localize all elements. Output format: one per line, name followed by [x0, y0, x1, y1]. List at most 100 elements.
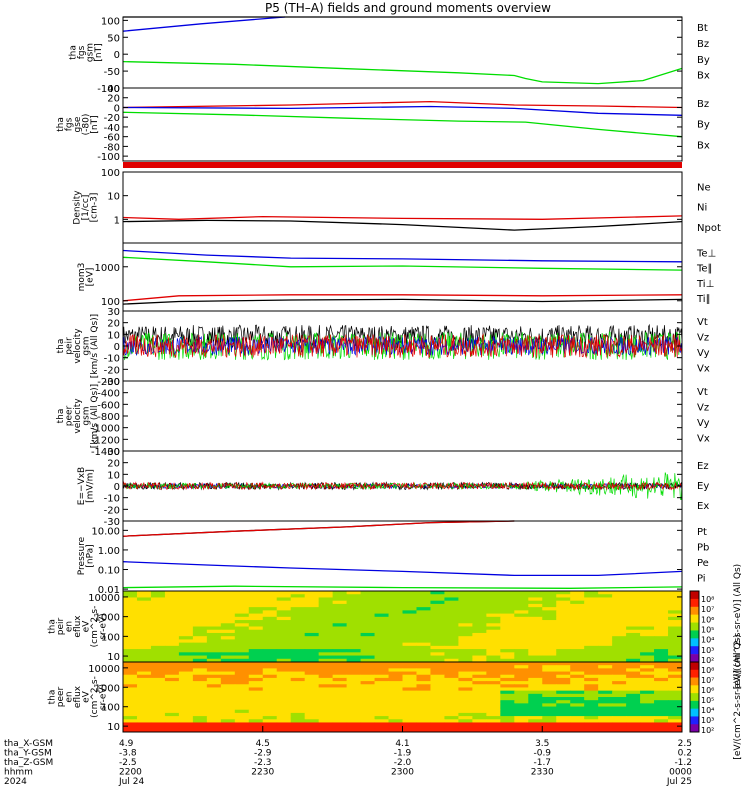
spectrogram-cell	[123, 600, 138, 605]
spectrogram-cell	[612, 700, 627, 704]
spectrogram-cell	[262, 674, 278, 679]
spectrogram-cell	[486, 665, 501, 669]
spectrogram-cell	[318, 703, 334, 708]
spectrogram-cell	[248, 709, 264, 714]
spectrogram-cell	[598, 697, 613, 701]
spectrogram-cell	[332, 712, 348, 717]
spectrogram-cell	[248, 703, 264, 708]
spectrogram-cell	[192, 690, 208, 695]
spectrogram-cell	[472, 639, 487, 644]
spectrogram-cell	[514, 655, 529, 660]
spectrogram-cell	[472, 687, 487, 692]
spectrogram-cell	[123, 665, 138, 669]
spectrogram-cell	[318, 600, 334, 605]
spectrogram-cell	[668, 674, 683, 679]
spectrogram-cell	[374, 709, 390, 714]
spectrogram-cell	[612, 706, 627, 711]
spectrogram-cell	[276, 709, 292, 714]
spectrogram-cell	[430, 594, 445, 598]
spectrogram-cell	[500, 652, 515, 657]
spectrogram-cell	[234, 629, 250, 634]
spectrogram-cell	[192, 613, 208, 618]
spectrogram-cell	[458, 658, 473, 663]
spectrogram-cell	[332, 658, 348, 663]
spectrogram-cell	[220, 597, 236, 602]
spectrogram-cell	[500, 712, 515, 717]
spectrogram-cell	[654, 697, 669, 701]
spectrogram-cell	[136, 725, 152, 730]
colorbar-segment	[690, 646, 699, 655]
spectrogram-cell	[416, 623, 431, 627]
spectrogram-cell	[206, 697, 222, 701]
spectrogram-cell	[416, 700, 431, 704]
spectrogram-cell	[444, 712, 459, 717]
spectrogram-cell	[402, 626, 417, 631]
spectrogram-cell	[640, 697, 655, 701]
spectrogram-cell	[220, 629, 236, 634]
spectrogram-cell	[514, 725, 529, 730]
spectrogram-cell	[123, 709, 138, 714]
spectrogram-cell	[528, 597, 543, 602]
spectrogram-cell	[318, 665, 334, 669]
spectrogram-cell	[248, 677, 264, 682]
spectrogram-cell	[123, 594, 138, 598]
spectrogram-cell	[388, 603, 403, 608]
spectrogram-cell	[360, 632, 376, 637]
spectrogram-cell	[528, 709, 543, 714]
spectrogram-cell	[374, 652, 390, 657]
spectrogram-cell	[430, 636, 445, 640]
spectrogram-cell	[416, 652, 431, 657]
spectrogram-cell	[528, 677, 543, 682]
spectrogram-cell	[234, 591, 250, 595]
spectrogram-cell	[472, 616, 487, 621]
time-axis-value: -2.0	[394, 758, 412, 768]
colorbar-tick-label: 10²	[701, 726, 714, 735]
spectrogram-cell	[556, 728, 571, 733]
legend-Pi: Pi	[697, 574, 706, 585]
spectrogram-cell	[584, 687, 599, 692]
spectrogram-cell	[206, 642, 222, 647]
spectrogram-cell	[304, 690, 320, 695]
spectrogram-cell	[486, 674, 501, 679]
y-axis-label: Pressure	[77, 536, 87, 575]
spectrogram-cell	[262, 620, 278, 624]
spectrogram-cell	[136, 616, 152, 621]
spectrogram-cell	[598, 728, 613, 733]
spectrogram-cell	[192, 728, 208, 733]
y-tick-label: -1400	[91, 447, 120, 458]
spectrogram-cell	[472, 674, 487, 679]
spectrogram-cell	[472, 594, 487, 598]
spectrogram-cell	[374, 629, 390, 634]
y-axis-label: [nT]	[90, 115, 100, 133]
spectrogram-cell	[402, 613, 417, 618]
spectrogram-cell	[248, 700, 264, 704]
spectrogram-cell	[458, 668, 473, 673]
spectrogram-cell	[136, 722, 152, 727]
spectrogram-cell	[528, 600, 543, 605]
spectrogram-cell	[402, 725, 417, 730]
y-tick-label: 40	[107, 84, 120, 95]
spectrogram-cell	[346, 687, 362, 692]
spectrogram-cell	[570, 610, 585, 615]
y-tick-label: 1000	[95, 613, 120, 624]
spectrogram-cell	[136, 674, 152, 679]
spectrogram-cell	[458, 693, 473, 698]
spectrogram-cell	[430, 665, 445, 669]
spectrogram-cell	[640, 716, 655, 720]
spectrogram-cell	[150, 591, 166, 595]
spectrogram-cell	[416, 684, 431, 688]
spectrogram-cell	[206, 725, 222, 730]
spectrogram-cell	[374, 671, 390, 676]
spectrogram-cell	[123, 591, 138, 595]
spectrogram-cell	[276, 616, 292, 621]
spectrogram-cell	[290, 716, 306, 720]
spectrogram-cell	[290, 671, 306, 676]
spectrogram-cell	[234, 642, 250, 647]
spectrogram-cell	[668, 636, 683, 640]
spectrogram-cell	[332, 665, 348, 669]
series-line-Pi	[122, 561, 683, 577]
spectrogram-cell	[640, 681, 655, 685]
spectrogram-cell	[458, 632, 473, 637]
spectrogram-cell	[514, 616, 529, 621]
spectrogram-cell	[346, 594, 362, 598]
